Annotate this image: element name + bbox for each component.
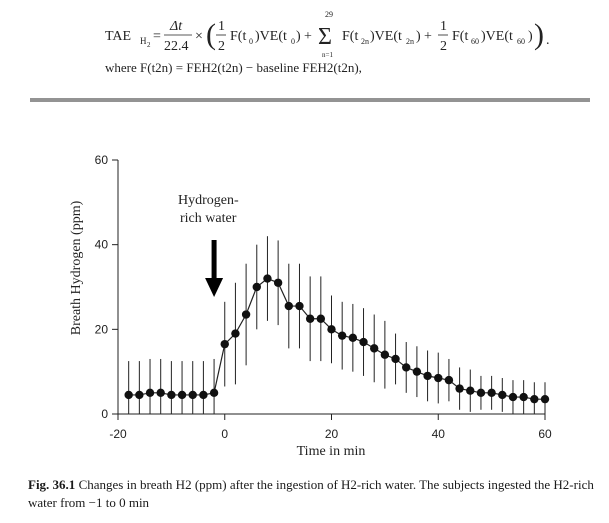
formula-plus-1: + bbox=[304, 29, 312, 44]
annotation-line-1: Hydrogen- bbox=[178, 193, 239, 208]
data-point bbox=[273, 278, 283, 287]
annotation-line-2: rich water bbox=[180, 211, 237, 226]
x-tick-label: 0 bbox=[221, 427, 228, 441]
formula-half-num-2: 1 bbox=[440, 19, 447, 34]
data-point bbox=[199, 390, 208, 400]
svg-text:): ) bbox=[296, 29, 301, 44]
data-point bbox=[444, 375, 454, 385]
formula-term3: F(t bbox=[452, 29, 468, 44]
figure-caption: Fig. 36.1 Changes in breath H2 (ppm) aft… bbox=[28, 476, 598, 512]
formula-half-den: 2 bbox=[218, 39, 225, 54]
data-point bbox=[434, 373, 443, 383]
data-point bbox=[156, 388, 165, 398]
data-point bbox=[231, 329, 240, 338]
formula-term1: F(t bbox=[230, 29, 246, 44]
formula-plus-2: + bbox=[424, 29, 432, 44]
data-point bbox=[487, 388, 496, 398]
y-tick-label: 60 bbox=[95, 153, 109, 167]
data-point bbox=[540, 394, 550, 404]
data-point bbox=[455, 384, 464, 393]
svg-text:=: = bbox=[153, 29, 161, 44]
data-point bbox=[220, 339, 229, 349]
formula-lhs-sub: H bbox=[140, 36, 147, 46]
data-point bbox=[337, 331, 347, 340]
caption-label: Fig. 36.1 bbox=[28, 477, 76, 492]
formula-half-num: 1 bbox=[218, 19, 225, 34]
data-point bbox=[167, 390, 176, 400]
data-point bbox=[348, 333, 358, 342]
formula-half-den-2: 2 bbox=[440, 39, 447, 54]
data-point bbox=[295, 301, 304, 311]
data-point bbox=[412, 367, 422, 376]
data-point bbox=[284, 301, 293, 311]
data-point bbox=[252, 282, 261, 292]
data-point bbox=[359, 337, 368, 347]
data-point bbox=[209, 388, 219, 398]
formula-term1-end-sub: 0 bbox=[291, 37, 295, 46]
data-point bbox=[391, 354, 400, 364]
data-point bbox=[263, 274, 272, 283]
data-point bbox=[380, 350, 390, 359]
data-point bbox=[241, 310, 251, 319]
formula: TAE H 2 = Δt 22.4 × ( 1 2 F(t 0 )VE(t 0 … bbox=[105, 10, 550, 75]
formula-term1-sub: 0 bbox=[249, 37, 253, 46]
formula-term2-end: )VE(t bbox=[370, 29, 402, 44]
breath-hydrogen-chart: Breath Hydrogen (ppm) Time in min Hydrog… bbox=[69, 153, 552, 459]
formula-sigma: Σ bbox=[318, 24, 332, 50]
data-point bbox=[177, 390, 187, 400]
caption-text: Changes in breath H2 (ppm) after the ing… bbox=[28, 477, 594, 510]
y-tick-label: 40 bbox=[95, 238, 109, 252]
y-tick-label: 20 bbox=[95, 322, 109, 336]
data-point bbox=[508, 392, 518, 402]
data-point bbox=[476, 388, 486, 398]
formula-term2: F(t bbox=[342, 29, 358, 44]
series-line bbox=[128, 277, 545, 400]
data-point bbox=[188, 390, 197, 400]
formula-where: where F(t2n) = FEH2(t2n) − baseline FEH2… bbox=[105, 60, 362, 75]
data-point bbox=[135, 390, 144, 400]
formula-term2-sub: 2n bbox=[361, 37, 369, 46]
y-tick-label: 0 bbox=[101, 407, 108, 421]
data-point bbox=[519, 392, 528, 402]
formula-term2-end-sub: 2n bbox=[406, 37, 414, 46]
data-point bbox=[370, 344, 379, 353]
formula-term3-sub: 60 bbox=[471, 37, 479, 46]
svg-text:): ) bbox=[416, 29, 421, 44]
data-point bbox=[316, 314, 326, 323]
annotation-arrow-head bbox=[205, 278, 224, 297]
formula-sigma-bottom: n=1 bbox=[322, 51, 333, 59]
data-point bbox=[530, 394, 539, 404]
data-point bbox=[124, 390, 133, 400]
data-point bbox=[305, 314, 315, 323]
x-tick-label: 20 bbox=[325, 427, 339, 441]
x-tick-label: 60 bbox=[538, 427, 552, 441]
formula-num: Δt bbox=[169, 19, 183, 34]
svg-text:(: ( bbox=[206, 18, 216, 51]
formula-den: 22.4 bbox=[164, 39, 189, 54]
x-tick-label: 40 bbox=[432, 427, 446, 441]
formula-term3-end: )VE(t bbox=[481, 29, 513, 44]
formula-lhs: TAE bbox=[105, 29, 131, 44]
data-point bbox=[327, 325, 336, 334]
formula-times: × bbox=[195, 29, 203, 44]
data-point bbox=[466, 386, 475, 395]
x-tick-label: -20 bbox=[109, 427, 127, 441]
formula-term3-end-sub: 60 bbox=[517, 37, 525, 46]
data-point bbox=[145, 388, 155, 398]
svg-text:): ) bbox=[528, 29, 533, 44]
formula-sigma-top: 29 bbox=[325, 10, 333, 19]
formula-term1-end: )VE(t bbox=[255, 29, 287, 44]
cropped-text-line bbox=[30, 98, 590, 102]
data-point bbox=[402, 363, 411, 372]
formula-close: ) bbox=[534, 18, 544, 51]
x-axis-label: Time in min bbox=[297, 444, 366, 459]
data-point bbox=[498, 390, 507, 400]
formula-period: . bbox=[546, 33, 550, 48]
y-axis-label: Breath Hydrogen (ppm) bbox=[69, 200, 84, 335]
formula-lhs-subsub: 2 bbox=[147, 41, 151, 49]
data-point bbox=[423, 371, 432, 381]
